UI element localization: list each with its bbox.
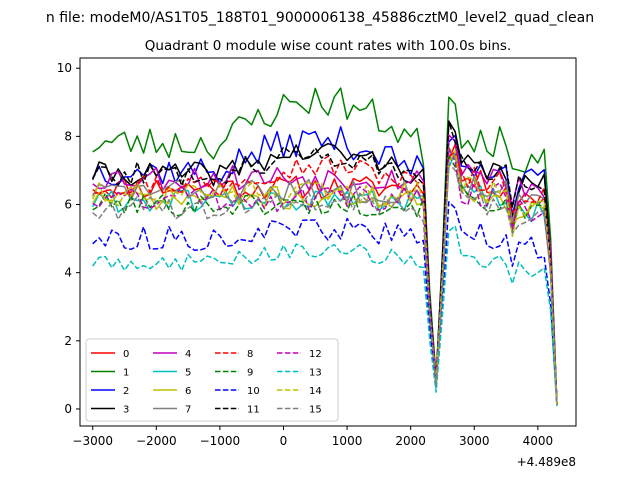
x-tick-label: 3000 — [459, 434, 490, 448]
legend-label-9: 9 — [247, 368, 253, 379]
series-line-8 — [92, 151, 558, 405]
legend-label-5: 5 — [185, 368, 191, 379]
series-line-15 — [92, 162, 558, 405]
legend-label-11: 11 — [247, 405, 260, 416]
legend-label-10: 10 — [247, 386, 260, 397]
x-tick-label: 0 — [280, 434, 288, 448]
x-tick-label: −3000 — [72, 434, 113, 448]
series-line-7 — [92, 149, 558, 405]
y-tick-label: 0 — [64, 402, 72, 416]
axes-frame — [79, 57, 577, 427]
figure-suptitle: n file: modeM0/AS1T05_188T01_9000006138_… — [46, 10, 594, 26]
x-offset-label: +4.489e8 — [517, 455, 576, 469]
y-tick-label: 4 — [64, 266, 72, 280]
legend-label-6: 6 — [185, 386, 191, 397]
series-line-2 — [92, 126, 558, 404]
y-tick-label: 8 — [64, 129, 72, 143]
series-line-1 — [92, 87, 558, 404]
series-line-13 — [92, 224, 558, 407]
x-tick-label: −1000 — [200, 434, 241, 448]
series-line-14 — [92, 149, 558, 405]
legend-label-8: 8 — [247, 349, 253, 360]
y-tick-label: 2 — [64, 334, 72, 348]
series-layer — [91, 87, 558, 407]
series-line-4 — [92, 134, 558, 405]
legend-label-15: 15 — [309, 405, 322, 416]
legend-label-13: 13 — [309, 368, 322, 379]
legend-label-14: 14 — [309, 386, 322, 397]
y-axis: 0 2 4 6 8 10 — [57, 61, 80, 416]
x-tick-label: 2000 — [395, 434, 426, 448]
x-tick-label: 1000 — [332, 434, 363, 448]
legend-label-0: 0 — [123, 349, 129, 360]
series-line-10 — [92, 201, 558, 406]
chart-title: Quadrant 0 module wise count rates with … — [145, 38, 511, 54]
x-axis: −3000 −2000 −1000 0 1000 2000 3000 4000 — [72, 426, 553, 448]
legend-label-7: 7 — [185, 405, 191, 416]
legend-label-1: 1 — [123, 368, 129, 379]
x-tick-label: 4000 — [523, 434, 554, 448]
legend-label-2: 2 — [123, 386, 129, 397]
y-tick-label: 10 — [57, 61, 72, 75]
legend-label-4: 4 — [185, 349, 191, 360]
legend-label-3: 3 — [123, 405, 129, 416]
series-line-11 — [92, 120, 558, 405]
legend-label-12: 12 — [309, 349, 322, 360]
legend-box — [85, 338, 339, 422]
x-tick-label: −2000 — [136, 434, 177, 448]
y-tick-label: 6 — [64, 198, 72, 212]
series-line-12 — [92, 147, 558, 405]
